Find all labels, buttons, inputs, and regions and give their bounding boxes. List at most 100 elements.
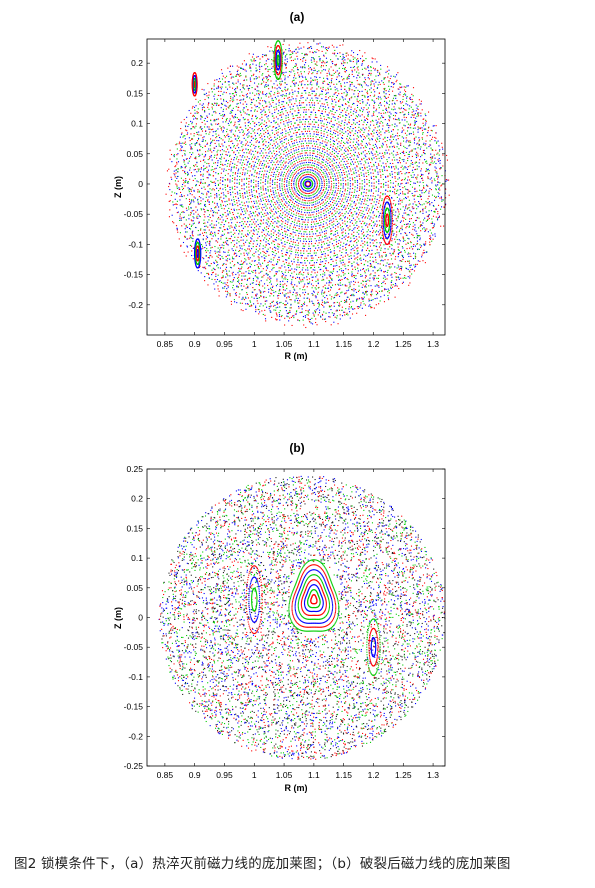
chart-a-point: [242, 144, 244, 146]
chart-a-point: [347, 182, 349, 184]
chart-a-point: [238, 250, 240, 253]
chart-a-point: [267, 221, 269, 223]
chart-a-point: [284, 149, 286, 151]
chart-a-point: [242, 117, 244, 119]
chart-a-point: [388, 166, 390, 168]
chart-a-point: [284, 86, 286, 88]
chart-a-point: [314, 223, 316, 225]
chart-a-point: [327, 134, 329, 136]
chart-a-point: [248, 224, 251, 226]
chart-a-point: [211, 159, 213, 161]
chart-a-point: [378, 246, 380, 248]
chart-a-point: [355, 235, 357, 238]
chart-a-point: [255, 245, 257, 248]
chart-a-point: [290, 223, 292, 225]
chart-a-point: [217, 160, 219, 162]
chart-a-point: [311, 145, 314, 147]
chart-a-point: [381, 200, 383, 202]
chart-a-point: [299, 198, 301, 200]
chart-a-point: [285, 117, 287, 119]
chart-a-point: [282, 212, 284, 214]
chart-a-point: [319, 154, 321, 156]
chart-a-point: [334, 135, 337, 137]
chart-a-point: [289, 129, 291, 131]
chart-a-point: [230, 122, 232, 124]
chart-a-point: [334, 173, 336, 175]
chart-a-point: [402, 206, 404, 208]
chart-a-point: [374, 198, 376, 200]
chart-a-point: [271, 183, 274, 186]
chart-a-point: [277, 232, 279, 234]
chart-a-point: [299, 168, 301, 170]
chart-a-point: [274, 183, 276, 185]
chart-a-point: [340, 184, 342, 186]
chart-a-point: [240, 253, 242, 255]
chart-a-point: [333, 220, 335, 222]
chart-a-point: [263, 173, 265, 175]
chart-a-point: [309, 106, 311, 108]
chart-a-point: [274, 109, 276, 111]
chart-a-point: [246, 190, 248, 192]
chart-a-point: [332, 190, 334, 192]
chart-a-point: [308, 212, 310, 214]
chart-a-point: [273, 241, 275, 243]
chart-a-point: [227, 213, 229, 215]
chart-a-point: [293, 132, 295, 134]
chart-a-point: [275, 150, 278, 153]
chart-a-point: [259, 243, 261, 245]
chart-a-point: [333, 247, 335, 249]
chart-a-point: [325, 176, 327, 178]
chart-a-point: [328, 148, 330, 151]
chart-a-point: [222, 131, 224, 133]
chart-a-point: [244, 261, 246, 263]
chart-a-point: [267, 85, 269, 87]
chart-a-point: [268, 148, 270, 150]
chart-a-point: [316, 230, 318, 232]
chart-a-point: [338, 205, 340, 207]
chart-a-point: [268, 92, 270, 94]
chart-a-point: [206, 171, 208, 173]
chart-a-point: [315, 179, 317, 181]
chart-a-point: [343, 141, 345, 143]
chart-a-point: [362, 268, 364, 270]
chart-a-point: [291, 233, 293, 235]
chart-a-point: [357, 101, 359, 103]
chart-a-point: [241, 225, 243, 227]
chart-a-point: [289, 92, 291, 94]
chart-a-point: [271, 210, 273, 213]
chart-a-point: [266, 233, 268, 235]
chart-a-point: [303, 250, 305, 252]
chart-a-point: [331, 151, 333, 153]
chart-a-point: [277, 90, 279, 92]
chart-a-point: [388, 149, 390, 151]
chart-a-point: [328, 212, 330, 214]
chart-a-point: [340, 111, 342, 114]
chart-a-point: [395, 236, 397, 238]
chart-a-point: [230, 131, 232, 133]
chart-a-point: [325, 257, 327, 259]
chart-a-point: [292, 79, 294, 82]
chart-a-point: [332, 124, 334, 126]
chart-a-point: [368, 185, 370, 187]
chart-a-point: [347, 150, 349, 152]
chart-a-point: [238, 147, 240, 149]
chart-a-point: [233, 144, 235, 147]
chart-a-point: [414, 168, 416, 171]
chart-a-point: [295, 182, 297, 184]
chart-a-point: [331, 279, 333, 281]
chart-a-point: [277, 146, 279, 148]
chart-a-point: [277, 206, 279, 208]
chart-a-point: [294, 289, 296, 291]
chart-a-point: [366, 212, 368, 214]
chart-a-point: [271, 129, 273, 131]
chart-a-point: [269, 103, 271, 105]
chart-a-point: [257, 215, 259, 217]
chart-a-point: [260, 129, 262, 132]
chart-a-point: [279, 157, 281, 159]
chart-a-point: [385, 184, 387, 186]
chart-a-point: [226, 237, 228, 239]
chart-a-point: [289, 111, 291, 113]
chart-a-point: [360, 172, 362, 174]
chart-a-point: [358, 218, 360, 220]
chart-a-point: [369, 230, 371, 233]
